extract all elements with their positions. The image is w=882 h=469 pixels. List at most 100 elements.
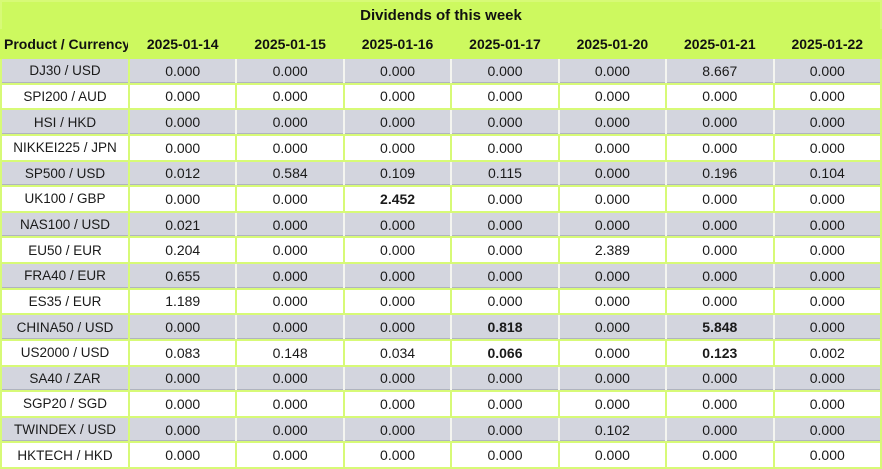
dividend-value-cell: 0.000 [557, 390, 668, 418]
dividend-value-cell: 0.000 [342, 441, 453, 469]
dividend-value-cell: 0.021 [127, 210, 238, 239]
dividend-value-cell: 0.000 [772, 185, 882, 213]
dividend-value-cell: 0.000 [557, 287, 668, 316]
table-row: TWINDEX / USD 0.000 0.000 0.000 0.000 0.102 0.… [0, 415, 882, 444]
dividend-value-cell: 0.000 [235, 185, 345, 213]
dividend-value-cell: 0.000 [235, 210, 345, 239]
dividend-value-cell: 0.000 [235, 313, 345, 341]
dividend-value-cell: 0.000 [557, 185, 668, 213]
dividend-value-cell: 0.000 [772, 57, 882, 85]
dividend-value-cell: 0.000 [235, 236, 345, 264]
dividend-value-cell: 0.000 [772, 108, 882, 136]
dividend-value-cell: 0.000 [342, 210, 453, 239]
table-title-row: Dividends of this week [1, 1, 881, 30]
table-row: ES35 / EUR 1.189 0.000 0.000 0.000 0.000 0.000… [0, 287, 882, 316]
product-cell: EU50 / EUR [0, 236, 130, 264]
table-row: SA40 / ZAR 0.000 0.000 0.000 0.000 0.000 0.000… [0, 364, 882, 393]
table-title: Dividends of this week [1, 1, 881, 30]
dividend-value-cell: 0.000 [772, 210, 882, 239]
dividend-value-cell: 0.000 [450, 133, 560, 162]
dividend-value-cell: 0.083 [127, 338, 238, 367]
dividend-value-cell: 0.204 [127, 236, 238, 264]
product-cell: SA40 / ZAR [0, 364, 130, 393]
dividend-value-cell: 1.189 [127, 287, 238, 316]
dividend-value-cell: 0.000 [557, 210, 668, 239]
dividend-value-cell: 0.000 [235, 57, 345, 85]
dividend-value-cell: 8.667 [665, 57, 775, 85]
dividend-value-cell: 0.000 [772, 287, 882, 316]
date-column-header: 2025-01-20 [557, 29, 668, 59]
dividend-value-cell: 0.000 [342, 313, 453, 341]
dividend-value-cell: 0.000 [557, 338, 668, 367]
dividend-value-cell: 0.818 [450, 313, 560, 341]
dividend-value-cell: 0.000 [665, 262, 775, 290]
dividend-value-cell: 0.000 [235, 415, 345, 444]
dividend-value-cell: 0.000 [342, 108, 453, 136]
dividend-value-cell: 0.066 [450, 338, 560, 367]
dividend-value-cell: 0.000 [127, 441, 238, 469]
product-cell: HSI / HKD [0, 108, 130, 136]
dividends-table-body: DJ30 / USD 0.000 0.000 0.000 0.000 0.000 8.667… [0, 57, 882, 469]
table-row: HKTECH / HKD 0.000 0.000 0.000 0.000 0.000 0.0… [0, 441, 882, 469]
date-column-header: 2025-01-15 [235, 29, 345, 59]
product-cell: HKTECH / HKD [0, 441, 130, 469]
dividend-value-cell: 0.000 [235, 441, 345, 469]
dividend-value-cell: 0.000 [450, 262, 560, 290]
dividend-value-cell: 0.000 [557, 108, 668, 136]
table-row: US2000 / USD 0.083 0.148 0.034 0.066 0.000 0.1… [0, 338, 882, 367]
product-cell: FRA40 / EUR [0, 262, 130, 290]
dividend-value-cell: 0.000 [127, 82, 238, 111]
dividend-value-cell: 5.848 [665, 313, 775, 341]
dividend-value-cell: 0.000 [450, 236, 560, 264]
dividend-value-cell: 0.000 [772, 390, 882, 418]
dividend-value-cell: 0.000 [342, 262, 453, 290]
dividend-value-cell: 0.034 [342, 338, 453, 367]
dividend-value-cell: 0.000 [665, 108, 775, 136]
dividend-value-cell: 0.123 [665, 338, 775, 367]
date-column-header: 2025-01-17 [450, 29, 560, 59]
table-row: FRA40 / EUR 0.655 0.000 0.000 0.000 0.000 0.00… [0, 262, 882, 290]
product-cell: UK100 / GBP [0, 185, 130, 213]
dividend-value-cell: 0.000 [665, 364, 775, 393]
product-cell: SPI200 / AUD [0, 82, 130, 111]
table-row: SPI200 / AUD 0.000 0.000 0.000 0.000 0.000 0.0… [0, 82, 882, 111]
dividend-value-cell: 0.655 [127, 262, 238, 290]
dividend-value-cell: 0.000 [450, 108, 560, 136]
dividend-value-cell: 0.000 [235, 364, 345, 393]
dividend-value-cell: 2.452 [342, 185, 453, 213]
dividend-value-cell: 0.000 [127, 57, 238, 85]
dividend-value-cell: 0.000 [665, 82, 775, 111]
dividend-value-cell: 0.000 [772, 415, 882, 444]
dividend-value-cell: 0.000 [342, 415, 453, 444]
dividend-value-cell: 0.000 [450, 210, 560, 239]
dividend-value-cell: 0.000 [450, 390, 560, 418]
product-cell: SP500 / USD [0, 159, 130, 188]
dividend-value-cell: 0.000 [127, 313, 238, 341]
dividend-value-cell: 0.000 [450, 82, 560, 111]
dividend-value-cell: 0.000 [127, 185, 238, 213]
dividend-value-cell: 0.196 [665, 159, 775, 188]
table-row: UK100 / GBP 0.000 0.000 2.452 0.000 0.000 0.00… [0, 185, 882, 213]
dividend-value-cell: 0.000 [450, 441, 560, 469]
dividend-value-cell: 0.002 [772, 338, 882, 367]
dividend-value-cell: 0.000 [235, 82, 345, 111]
dividend-value-cell: 0.000 [772, 364, 882, 393]
product-cell: TWINDEX / USD [0, 415, 130, 444]
date-column-header: 2025-01-16 [342, 29, 453, 59]
date-column-header: 2025-01-22 [772, 29, 882, 59]
table-row: EU50 / EUR 0.204 0.000 0.000 0.000 2.389 0.000… [0, 236, 882, 264]
dividend-value-cell: 0.000 [665, 390, 775, 418]
dividend-value-cell: 0.148 [235, 338, 345, 367]
dividend-value-cell: 0.000 [665, 287, 775, 316]
dividend-value-cell: 0.000 [450, 364, 560, 393]
table-row: HSI / HKD 0.000 0.000 0.000 0.000 0.000 0.000 0… [0, 108, 882, 136]
dividend-value-cell: 0.000 [772, 262, 882, 290]
dividend-value-cell: 0.000 [342, 236, 453, 264]
dividend-value-cell: 0.000 [127, 133, 238, 162]
table-header-row: Product / Currency 2025-01-14 2025-01-15 20… [0, 29, 882, 59]
dividend-value-cell: 0.000 [342, 287, 453, 316]
dividend-value-cell: 0.000 [342, 82, 453, 111]
dividend-value-cell: 0.000 [342, 390, 453, 418]
date-column-header: 2025-01-21 [665, 29, 775, 59]
